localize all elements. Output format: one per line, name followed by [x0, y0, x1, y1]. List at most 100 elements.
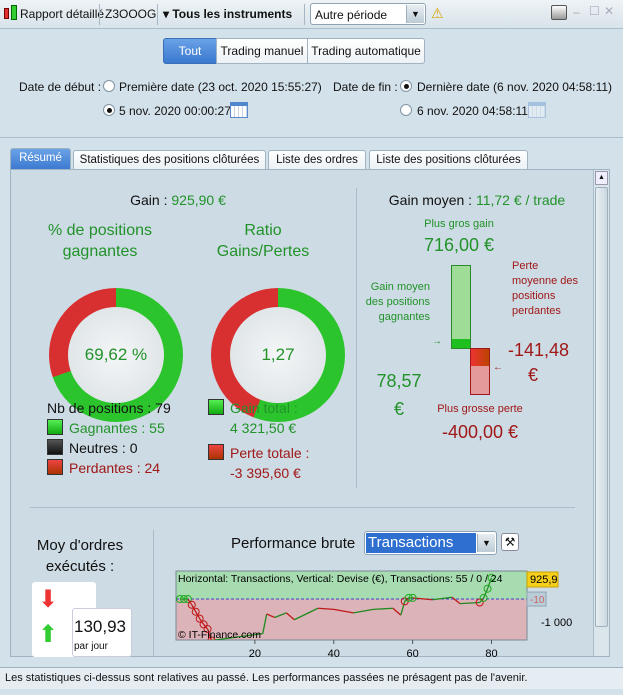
series-segment: [400, 601, 406, 616]
instruments-dropdown[interactable]: ▾ Tous les instruments: [163, 7, 293, 21]
period-value: Autre période: [315, 8, 388, 22]
zero-badge: [526, 591, 547, 607]
calendar-icon: [528, 102, 546, 118]
period-select[interactable]: Autre période ▼: [310, 3, 426, 25]
gain-bar: [451, 265, 471, 349]
loss-total-value: -3 395,60 €: [230, 465, 301, 481]
calendar-icon[interactable]: [230, 102, 248, 118]
gain-heading: Gain : 925,90 €: [0, 192, 356, 208]
data-point: [199, 620, 208, 629]
negative-zone: [176, 599, 527, 640]
win-rate-value: 69,62 %: [68, 307, 164, 403]
loss-bar: [470, 348, 490, 395]
tab-resume[interactable]: Résumé: [10, 148, 71, 170]
minimize-button[interactable]: –: [573, 5, 580, 19]
toolbar: Rapport détaillé Z3OOOG ▾ Tous les instr…: [0, 0, 623, 29]
start-custom-radio[interactable]: [103, 104, 115, 116]
start-first-radio[interactable]: [103, 80, 115, 92]
orders-label: Moy d'ordres exécutés :: [36, 537, 124, 575]
app-logo-icon: [11, 5, 17, 20]
ratio-title: Ratio Gains/Pertes: [216, 222, 310, 260]
arrow-up-icon: ⬆: [38, 621, 59, 648]
gain-value: 925,90 €: [171, 192, 226, 208]
start-custom-value[interactable]: 5 nov. 2020 00:00:27: [119, 104, 231, 118]
account-button[interactable]: Z3OOOG: [105, 7, 157, 21]
y-tick-label: -1 000: [541, 617, 572, 629]
pct-title: % de positions gagnantes: [47, 222, 153, 260]
avg-gain-value: 11,72 € / trade: [475, 192, 566, 208]
series-segment: [203, 623, 209, 630]
series-segment: [317, 607, 334, 611]
performance-label: Performance brute: [231, 535, 356, 552]
scrollbar[interactable]: ▲: [593, 170, 609, 656]
report-title: Rapport détaillé: [20, 7, 105, 21]
series-segment: [373, 607, 393, 611]
data-point: [191, 607, 200, 616]
orders-value-box: 130,93 par jour: [72, 608, 132, 657]
warning-icon[interactable]: ⚠: [431, 5, 444, 21]
x-tick-label: 60: [407, 648, 419, 660]
series-segment: [262, 613, 268, 634]
zero-value-label: -10: [530, 595, 545, 606]
series-segment: [274, 612, 287, 619]
end-custom-radio[interactable]: [400, 104, 412, 116]
start-date-label: Date de début :: [19, 80, 102, 94]
loss-total-label: Perte totale :: [230, 445, 310, 461]
x-tick-label: 40: [328, 648, 340, 660]
series-segment: [486, 577, 493, 589]
status-bar: Les statistiques ci-dessus sont relative…: [0, 667, 623, 689]
close-button[interactable]: ✕: [604, 4, 615, 18]
series-segment: [432, 596, 453, 601]
arrow-left-icon: ←: [493, 362, 503, 373]
settings-wrench-icon[interactable]: ⚒: [501, 533, 519, 551]
performance-chart: 20 40 60 80 -1 000 Horizontal: Transactions, …: [175, 570, 572, 660]
end-last-label: Dernière date (6 nov. 2020 04:58:11): [417, 80, 613, 94]
data-point: [203, 624, 212, 633]
biggest-gain-value: 716,00 €: [423, 235, 495, 255]
gain-total-value: 4 321,50 €: [230, 420, 297, 436]
series-segment: [392, 607, 402, 616]
scroll-thumb[interactable]: [595, 187, 608, 627]
x-tick-label: 80: [485, 648, 497, 660]
series-segment: [333, 608, 354, 614]
data-point: [195, 614, 204, 623]
tab-closed-stats[interactable]: Statistiques des positions clôturées: [73, 150, 266, 170]
series-segment: [305, 607, 319, 615]
series-segment: [404, 597, 410, 602]
last-value-badge: [526, 571, 559, 588]
tab-orders[interactable]: Liste des ordres: [268, 150, 366, 170]
data-point: [207, 636, 216, 640]
end-custom-value[interactable]: 6 nov. 2020 04:58:11: [417, 104, 528, 118]
winning-count: Gagnantes : 55: [69, 420, 165, 436]
series-segment: [285, 612, 295, 621]
series-segment: [294, 613, 307, 621]
app-logo-icon: [4, 8, 9, 19]
filter-all[interactable]: Tout: [163, 38, 217, 64]
avg-winning-value: 78,57 €: [376, 371, 422, 419]
print-icon[interactable]: [551, 5, 567, 20]
data-point: [408, 593, 417, 602]
biggest-loss-label: Plus grosse perte: [437, 403, 523, 415]
end-last-radio[interactable]: [400, 80, 412, 92]
ratio-donut: 1,27: [211, 288, 345, 422]
maximize-button[interactable]: ☐: [589, 4, 600, 18]
avg-losing-value: -141,48 €: [508, 340, 570, 385]
orders-value: 130,93: [74, 617, 126, 636]
filter-manual[interactable]: Trading manuel: [216, 38, 308, 64]
performance-mode-value: Transactions: [366, 533, 476, 553]
neutral-swatch: [47, 439, 63, 455]
watermark: © IT-Finance.com: [178, 629, 261, 641]
start-first-label: Première date (23 oct. 2020 15:55:27): [119, 80, 322, 94]
data-point: [475, 598, 484, 607]
avg-gain-heading: Gain moyen : 11,72 € / trade: [357, 192, 597, 208]
tab-closed-positions[interactable]: Liste des positions clôturées: [369, 150, 528, 170]
orders-unit: par jour: [74, 641, 108, 652]
gain-total-swatch: [208, 399, 224, 415]
scroll-up-button[interactable]: ▲: [595, 171, 608, 185]
series-segment: [479, 597, 485, 603]
win-rate-donut: 69,62 %: [49, 288, 183, 422]
performance-mode-select[interactable]: Transactions ▼: [364, 531, 497, 555]
filter-automatic[interactable]: Trading automatique: [307, 38, 425, 64]
data-point: [176, 595, 184, 604]
winning-swatch: [47, 419, 63, 435]
